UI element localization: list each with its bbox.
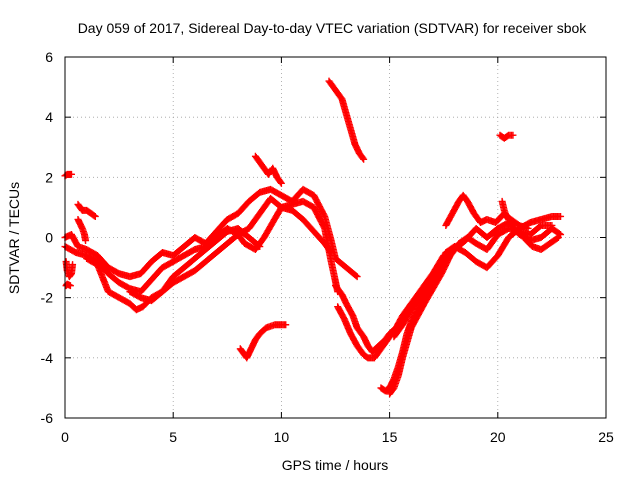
data-point [326, 247, 334, 255]
data-point [505, 215, 513, 223]
data-point [524, 224, 532, 232]
x-tick-label: 0 [61, 429, 69, 445]
data-point [67, 170, 75, 178]
x-axis-label: GPS time / hours [282, 457, 389, 473]
data-point [385, 334, 393, 342]
data-point [555, 230, 563, 238]
data-point [557, 212, 565, 220]
y-tick-label: 2 [45, 169, 53, 185]
data-point [255, 242, 263, 250]
x-tick-label: 20 [490, 429, 506, 445]
data-point [69, 261, 77, 269]
data-point [327, 249, 335, 257]
x-tick-label: 10 [274, 429, 290, 445]
y-tick-label: 0 [45, 230, 53, 246]
data-point [504, 214, 512, 222]
data-point [359, 154, 367, 162]
data-point [553, 234, 561, 242]
data-point [256, 243, 264, 251]
y-tick-label: -2 [41, 290, 54, 306]
data-point [509, 131, 517, 139]
tick-labels: 0 5 10 15 20 25 -6 -4 -2 0 2 4 6 [41, 49, 614, 445]
data-point [82, 237, 90, 245]
y-tick-label: 6 [45, 49, 53, 65]
y-axis-label: SDTVAR / TECUs [6, 182, 22, 294]
data-points [61, 77, 565, 398]
data-point [353, 273, 361, 281]
x-tick-label: 25 [598, 429, 614, 445]
y-tick-label: -4 [41, 350, 54, 366]
y-tick-label: 4 [45, 109, 53, 125]
data-point [282, 321, 290, 329]
data-point [66, 282, 74, 290]
x-tick-label: 5 [169, 429, 177, 445]
data-point [277, 179, 285, 187]
data-point [277, 178, 285, 186]
y-tick-label: -6 [41, 410, 54, 426]
data-point [90, 212, 98, 220]
data-point [352, 272, 360, 280]
data-point [360, 155, 368, 163]
data-point [554, 234, 562, 241]
chart-title: Day 059 of 2017, Sidereal Day-to-day VTE… [78, 20, 588, 36]
data-point [91, 212, 99, 220]
x-tick-label: 15 [382, 429, 398, 445]
plot-frame [64, 56, 607, 419]
